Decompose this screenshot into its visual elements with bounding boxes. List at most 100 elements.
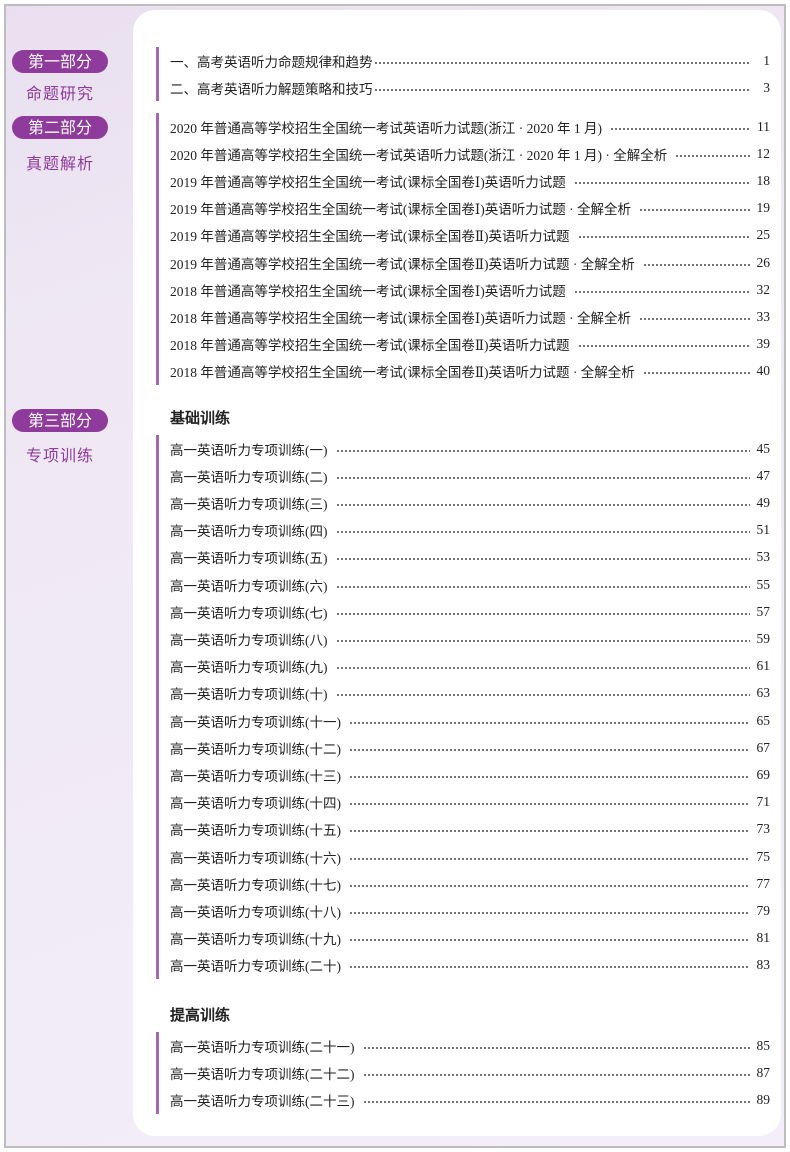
page-number: 1 [763, 52, 770, 68]
toc-entry: 高一英语听力专项训练(三) 49 [170, 493, 770, 513]
entry-title: 高一英语听力专项训练(十七) [170, 877, 341, 893]
page-number: 63 [756, 685, 771, 701]
dot-leader [573, 290, 750, 293]
toc-entry: 二、高考英语听力解题策略和技巧 3 [170, 78, 770, 98]
page-number: 11 [757, 118, 770, 134]
section-badge: 第一部分 [12, 50, 108, 73]
dot-leader [638, 209, 750, 212]
toc-entry: 2018 年普通高等学校招生全国统一考试(课标全国卷Ⅰ)英语听力试题 · 全解全… [170, 307, 770, 327]
toc-entry: 高一英语听力专项训练(十六) 75 [170, 847, 770, 867]
page-number: 65 [756, 712, 771, 728]
entry-title: 高一英语听力专项训练(二十二) [170, 1066, 355, 1082]
page-number: 40 [756, 363, 771, 379]
page-number: 33 [756, 308, 771, 324]
entry-title: 高一英语听力专项训练(二) [170, 469, 328, 485]
group-bar [156, 435, 159, 979]
toc-entry: 高一英语听力专项训练(十一) 65 [170, 711, 770, 731]
toc-entry: 高一英语听力专项训练(十四) 71 [170, 792, 770, 812]
toc-entry: 高一英语听力专项训练(十七) 77 [170, 874, 770, 894]
toc-entry: 高一英语听力专项训练(二十一) 85 [170, 1036, 770, 1056]
section-badge: 第三部分 [12, 409, 108, 432]
section-subtitle: 真题解析 [25, 154, 94, 173]
toc-entry: 高一英语听力专项训练(七) 57 [170, 602, 770, 622]
dot-leader [638, 317, 750, 320]
page-number: 19 [756, 200, 771, 216]
entry-title: 高一英语听力专项训练(十九) [170, 932, 341, 948]
toc-entry: 高一英语听力专项训练(一) 45 [170, 439, 770, 459]
entry-title: 一、高考英语听力命题规律和趋势 [170, 54, 373, 70]
page-number: 73 [756, 821, 771, 837]
toc-entry: 高一英语听力专项训练(十九) 81 [170, 928, 770, 948]
dot-leader [362, 1046, 750, 1049]
page-number: 18 [756, 172, 771, 188]
dot-leader [335, 694, 750, 697]
toc-entry: 高一英语听力专项训练(十五) 73 [170, 819, 770, 839]
toc-entry: 2019 年普通高等学校招生全国统一考试(课标全国卷Ⅰ)英语听力试题 · 全解全… [170, 198, 770, 218]
dot-leader [573, 181, 750, 184]
dot-leader [335, 476, 750, 479]
entry-title: 高一英语听力专项训练(二十一) [170, 1039, 355, 1055]
dot-leader [577, 345, 750, 348]
toc-entry: 高一英语听力专项训练(十三) 69 [170, 765, 770, 785]
group-heading: 基础训练 [170, 409, 231, 427]
entry-title: 高一英语听力专项训练(五) [170, 551, 328, 567]
dot-leader [373, 61, 750, 64]
toc-entry: 高一英语听力专项训练(六) 55 [170, 575, 770, 595]
entry-title: 高一英语听力专项训练(四) [170, 524, 328, 540]
dot-leader [335, 503, 750, 506]
dot-leader [373, 88, 750, 91]
entry-title: 二、高考英语听力解题策略和技巧 [170, 81, 373, 97]
entry-title: 2020 年普通高等学校招生全国统一考试英语听力试题(浙江 · 2020 年 1… [170, 147, 668, 163]
toc-entry: 2020 年普通高等学校招生全国统一考试英语听力试题(浙江 · 2020 年 1… [170, 117, 770, 137]
toc-entry: 高一英语听力专项训练(八) 59 [170, 629, 770, 649]
toc-entry: 2019 年普通高等学校招生全国统一考试(课标全国卷Ⅰ)英语听力试题 18 [170, 171, 770, 191]
section-subtitle: 命题研究 [25, 84, 94, 103]
entry-title: 高一英语听力专项训练(八) [170, 632, 328, 648]
page-number: 85 [756, 1037, 771, 1053]
entry-title: 高一英语听力专项训练(十八) [170, 904, 341, 920]
entry-title: 2019 年普通高等学校招生全国统一考试(课标全国卷Ⅰ)英语听力试题 · 全解全… [170, 202, 631, 218]
entry-title: 高一英语听力专项训练(十一) [170, 714, 341, 730]
page-number: 83 [756, 957, 771, 973]
entry-title: 高一英语听力专项训练(三) [170, 496, 328, 512]
dot-leader [349, 803, 750, 806]
dot-leader [335, 639, 750, 642]
toc-entry: 高一英语听力专项训练(五) 53 [170, 547, 770, 567]
toc-entry: 高一英语听力专项训练(二十二) 87 [170, 1063, 770, 1083]
page-number: 69 [756, 766, 771, 782]
page-number: 53 [756, 549, 771, 565]
entry-title: 2019 年普通高等学校招生全国统一考试(课标全国卷Ⅰ)英语听力试题 [170, 174, 566, 190]
dot-leader [349, 721, 750, 724]
entry-title: 高一英语听力专项训练(六) [170, 578, 328, 594]
group-bar [156, 47, 159, 102]
content-panel [133, 10, 781, 1136]
dot-leader [610, 127, 750, 130]
page-number: 59 [756, 630, 771, 646]
page-number: 12 [756, 145, 771, 161]
page-number: 49 [756, 494, 771, 510]
entry-title: 高一英语听力专项训练(十五) [170, 823, 341, 839]
toc-entry: 高一英语听力专项训练(十八) 79 [170, 901, 770, 921]
entry-title: 高一英语听力专项训练(十四) [170, 796, 341, 812]
dot-leader [349, 830, 750, 833]
page-number: 77 [756, 875, 771, 891]
entry-title: 2019 年普通高等学校招生全国统一考试(课标全国卷Ⅱ)英语听力试题 · 全解全… [170, 256, 635, 272]
section-badge: 第二部分 [12, 116, 108, 139]
toc-entry: 2018 年普通高等学校招生全国统一考试(课标全国卷Ⅰ)英语听力试题 32 [170, 280, 770, 300]
page-number: 71 [756, 794, 771, 810]
dot-leader [349, 884, 750, 887]
page-number: 57 [756, 603, 771, 619]
entry-title: 高一英语听力专项训练(十三) [170, 768, 341, 784]
dot-leader [335, 558, 750, 561]
page-number: 47 [756, 467, 771, 483]
page-number: 61 [756, 658, 771, 674]
toc-entry: 一、高考英语听力命题规律和趋势 1 [170, 51, 770, 71]
dot-leader [335, 612, 750, 615]
entry-title: 高一英语听力专项训练(二十三) [170, 1093, 355, 1109]
dot-leader [349, 966, 750, 969]
toc-entry: 高一英语听力专项训练(二十) 83 [170, 955, 770, 975]
page-number: 89 [756, 1091, 771, 1107]
entry-title: 高一英语听力专项训练(九) [170, 660, 328, 676]
dot-leader [335, 585, 750, 588]
dot-leader [349, 775, 750, 778]
